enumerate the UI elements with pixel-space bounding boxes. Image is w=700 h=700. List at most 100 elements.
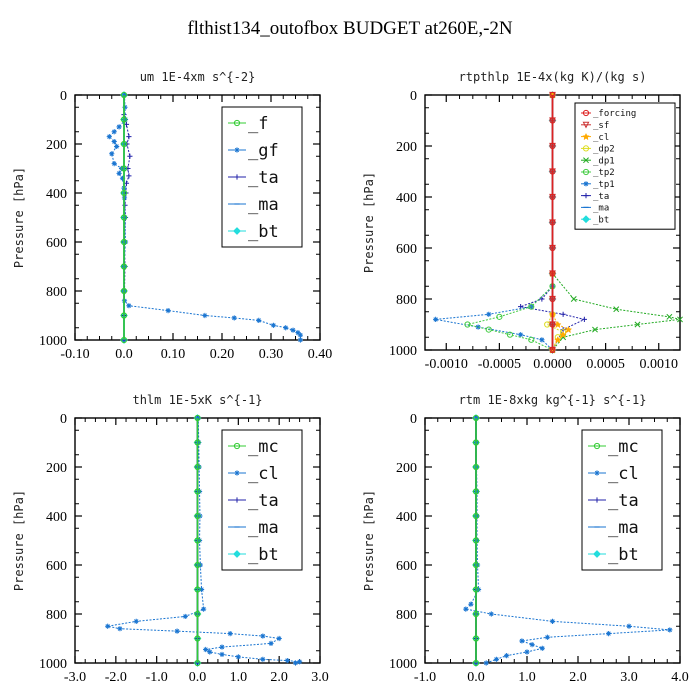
data-point	[554, 336, 562, 344]
data-point	[165, 308, 171, 314]
y-axis-label: Pressure [hPa]	[362, 490, 376, 591]
data-point	[120, 312, 128, 319]
legend-label: _ma	[608, 518, 639, 538]
data-point	[120, 336, 128, 344]
legend-item-ma: _ma	[228, 195, 279, 215]
x-tick-label: -0.10	[60, 347, 89, 362]
data-point	[506, 331, 514, 338]
data-point	[111, 129, 117, 135]
y-tick-label: 200	[396, 461, 417, 476]
data-point	[120, 189, 128, 197]
y-tick-label: 800	[46, 608, 67, 623]
data-point	[472, 659, 480, 667]
data-point	[472, 414, 480, 422]
legend-item-tp2: _tp2	[581, 168, 615, 178]
data-point	[485, 326, 492, 333]
legend-item-ma: _ma	[588, 518, 639, 538]
legend-label: _ta	[608, 491, 639, 511]
data-point	[196, 439, 202, 446]
y-tick-label: 600	[396, 242, 417, 257]
legend-marker	[582, 121, 590, 129]
y-tick-label: 400	[396, 191, 417, 206]
legend-item-f: _f	[228, 114, 268, 134]
data-point	[120, 238, 128, 246]
data-point	[433, 316, 439, 322]
legend-item-mc: _mc	[588, 437, 639, 457]
data-point	[114, 143, 120, 150]
panel-title: rtm 1E-8xkg kg^{-1} s^{-1}	[459, 393, 647, 407]
series-mc	[194, 414, 201, 667]
data-point	[122, 116, 129, 123]
data-point	[219, 651, 225, 658]
data-point	[634, 321, 641, 328]
data-point	[194, 512, 201, 520]
plot-series-group	[105, 414, 303, 667]
y-tick-label: 800	[396, 608, 417, 623]
y-tick-label: 400	[46, 187, 67, 202]
y-tick-label: 1000	[389, 344, 417, 359]
legend-item-bt: _bt	[228, 222, 279, 242]
data-point	[219, 644, 225, 650]
data-point	[549, 91, 556, 99]
data-point	[235, 654, 241, 660]
data-point	[468, 601, 474, 607]
series-cl	[105, 415, 303, 666]
legend-item-ta: _ta	[581, 192, 609, 202]
plot-series-group	[463, 414, 673, 667]
data-point	[549, 321, 556, 328]
data-point	[560, 311, 566, 317]
data-point	[194, 561, 201, 569]
data-point	[549, 193, 556, 201]
data-point	[201, 606, 207, 612]
legend-box	[221, 106, 303, 248]
legend-marker	[594, 497, 600, 503]
legend-marker	[233, 119, 241, 127]
x-tick-label: 2.0	[270, 670, 288, 685]
data-point	[474, 537, 480, 544]
figure-title: flthist134_outofbox BUDGET at260E,-2N	[187, 18, 513, 39]
data-point	[549, 295, 556, 303]
x-tick-label: 3.0	[620, 670, 638, 685]
data-point	[117, 626, 123, 632]
series-line	[107, 417, 300, 664]
legend-marker	[234, 147, 240, 153]
legend-label: _f	[248, 114, 268, 134]
data-point	[528, 336, 535, 343]
data-point	[256, 317, 262, 323]
x-tick-label: 3.0	[311, 670, 329, 685]
legend-marker	[593, 550, 601, 558]
data-point	[549, 117, 556, 124]
legend-label: _gf	[248, 141, 279, 161]
y-axis-label: Pressure [hPa]	[362, 172, 376, 273]
chart-panel-1: um 1E-4xm s^{-2} Pressure [hPa] -0.10 0.0 0.…	[12, 70, 332, 362]
x-tick-label: -1.0	[146, 670, 168, 685]
x-tick-label: -1.0	[414, 670, 436, 685]
legend: _mc _cl _ta _ma _bt	[221, 429, 303, 571]
legend-item-tp1: _tp1	[581, 180, 615, 190]
data-point	[539, 337, 545, 343]
y-tick-label: 400	[396, 510, 417, 525]
data-point	[126, 173, 132, 179]
data-point	[174, 628, 180, 634]
legend-label: _bt	[593, 215, 609, 225]
legend-marker	[583, 193, 589, 199]
y-tick-label: 200	[396, 140, 417, 155]
data-point	[126, 303, 132, 309]
legend-item-ma: _ma	[228, 518, 279, 538]
legend: _mc _cl _ta _ma _bt	[581, 429, 663, 571]
data-point	[116, 170, 122, 176]
legend-item-ta: _ta	[228, 491, 279, 511]
x-tick-label: 0.30	[259, 347, 284, 362]
data-point	[203, 646, 209, 653]
legend-item-gf: _gf	[228, 141, 279, 161]
legend-marker	[583, 181, 589, 187]
legend-label: _tp2	[593, 168, 615, 178]
legend-marker	[582, 132, 590, 141]
y-tick-label: 0	[410, 412, 417, 427]
y-tick-label: 800	[396, 293, 417, 308]
data-point	[549, 244, 556, 252]
data-point	[554, 320, 562, 329]
data-point	[488, 611, 494, 617]
data-point	[570, 296, 577, 302]
data-point	[518, 332, 524, 338]
